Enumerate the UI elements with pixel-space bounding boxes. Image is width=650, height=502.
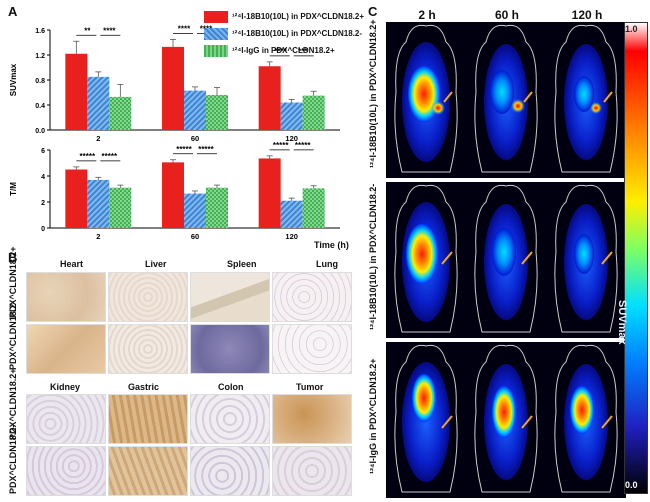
x-tick-label: 120 (285, 134, 298, 143)
pet-col-2h: 2 h (418, 8, 436, 22)
x-tick-label: 2 (96, 232, 100, 241)
y-tick-label: 0.0 (35, 128, 45, 135)
hist-kidney-neg (26, 446, 106, 496)
hist-header-heart: Heart (60, 259, 84, 269)
hist-kidney-pos (26, 394, 106, 444)
bar (87, 76, 110, 130)
bar (184, 193, 206, 228)
hist-spleen-pos (190, 272, 270, 322)
sig-mark: ***** (80, 152, 96, 161)
legend-text: ¹²⁴I-IgG in PDX^CLDN18.2+ (232, 46, 335, 55)
sig-mark: **** (178, 24, 191, 33)
sig-mark: ***** (198, 145, 214, 154)
panel-a-label: A (8, 4, 18, 19)
bar (302, 95, 325, 130)
bar (280, 102, 303, 130)
x-tick-label: 60 (191, 232, 199, 241)
hist-heart-pos (26, 272, 106, 322)
legend-swatch (204, 44, 228, 57)
hist-spleen-neg (190, 324, 270, 374)
hist-lung-neg (272, 324, 352, 374)
y-tick-label: 0.8 (35, 78, 45, 85)
bar (162, 46, 184, 130)
y-tick-label: 0 (41, 226, 45, 233)
bar (65, 53, 88, 130)
legend-item: ¹²⁴I-18B10(10L) in PDX^CLDN18.2- (204, 25, 374, 42)
bar (65, 169, 88, 228)
panel-b-label: B (8, 250, 18, 265)
legend-text: ¹²⁴I-18B10(10L) in PDX^CLDN18.2+ (232, 12, 364, 21)
hist-row-label: PDX^CLDN18.2- (8, 300, 18, 370)
bar (258, 66, 281, 130)
legend-item: ¹²⁴I-IgG in PDX^CLDN18.2+ (204, 42, 374, 59)
hist-header-lung: Lung (316, 259, 338, 269)
bar (206, 95, 228, 130)
sig-mark: *** (298, 47, 308, 56)
pet-images (386, 22, 626, 498)
hist-colon-neg (190, 446, 270, 496)
hist-liver-pos (108, 272, 188, 322)
bar (162, 162, 184, 228)
hist-header-colon: Colon (218, 382, 244, 392)
bar (87, 179, 110, 228)
hist-header-gastric: Gastric (128, 382, 160, 392)
y-tick-label: 1.6 (35, 28, 45, 35)
hist-header-liver: Liver (145, 259, 167, 269)
legend-text: ¹²⁴I-18B10(10L) in PDX^CLDN18.2- (232, 29, 362, 38)
legend-item: ¹²⁴I-18B10(10L) in PDX^CLDN18.2+ (204, 8, 374, 25)
colorbar-max: 1.0 (625, 24, 638, 34)
y-tick-label: 0.4 (35, 103, 45, 110)
sig-mark: ***** (102, 152, 118, 161)
y-tick-label: 4 (41, 174, 45, 181)
hist-row-label: PDX^CLDN18.2- (8, 424, 18, 494)
hist-colon-pos (190, 394, 270, 444)
bar (280, 200, 303, 228)
pet-row-label: ¹²⁴I-18B10(10L) in PDX^CLDN18.2+ (368, 19, 378, 169)
pet-col-120h: 120 h (571, 8, 603, 22)
bar (109, 96, 132, 130)
bar (302, 188, 325, 228)
colorbar-label: SUVmax (616, 300, 628, 345)
legend: ¹²⁴I-18B10(10L) in PDX^CLDN18.2+ ¹²⁴I-18… (204, 8, 374, 59)
sig-mark: ***** (295, 141, 311, 150)
y-tick-label: 6 (41, 148, 45, 155)
hist-header-spleen: Spleen (227, 259, 257, 269)
bar (206, 187, 228, 228)
time-axis-label: Time (h) (314, 240, 349, 250)
hist-tumor-neg (272, 446, 352, 496)
hist-liver-neg (108, 324, 188, 374)
x-tick-label: 2 (96, 134, 100, 143)
pet-row-label: ¹²⁴I-18B10(10L) in PDX^CLDN18.2- (368, 183, 378, 330)
y-tick-label: 2 (41, 200, 45, 207)
hist-heart-neg (26, 324, 106, 374)
legend-swatch (204, 10, 228, 23)
sig-mark: **** (274, 47, 287, 56)
y-axis-label: T/M (9, 182, 18, 196)
bar (109, 187, 132, 228)
panel-c-label: C (368, 4, 378, 19)
hist-header-tumor: Tumor (296, 382, 324, 392)
bar (258, 158, 281, 228)
colorbar (624, 22, 648, 494)
y-tick-label: 1.2 (35, 53, 45, 60)
hist-lung-pos (272, 272, 352, 322)
pet-col-60h: 60 h (494, 8, 519, 22)
sig-mark: **** (103, 26, 116, 35)
x-tick-label: 60 (191, 134, 199, 143)
hist-tumor-pos (272, 394, 352, 444)
hist-gastric-pos (108, 394, 188, 444)
sig-mark: ***** (176, 145, 192, 154)
hist-gastric-neg (108, 446, 188, 496)
y-axis-label: SUVmax (9, 63, 18, 96)
sig-mark: ** (84, 26, 91, 35)
colorbar-min: 0.0 (625, 480, 638, 490)
legend-swatch (204, 27, 228, 40)
x-tick-label: 120 (285, 232, 298, 241)
bar (184, 90, 206, 130)
hist-header-kidney: Kidney (50, 382, 81, 392)
histology-panel: Heart Liver Spleen Lung Kidney Gastric C… (0, 246, 370, 502)
pet-row-label: ¹²⁴I-IgG in PDX^CLDN18.2+ (368, 358, 378, 474)
sig-mark: ***** (273, 141, 289, 150)
